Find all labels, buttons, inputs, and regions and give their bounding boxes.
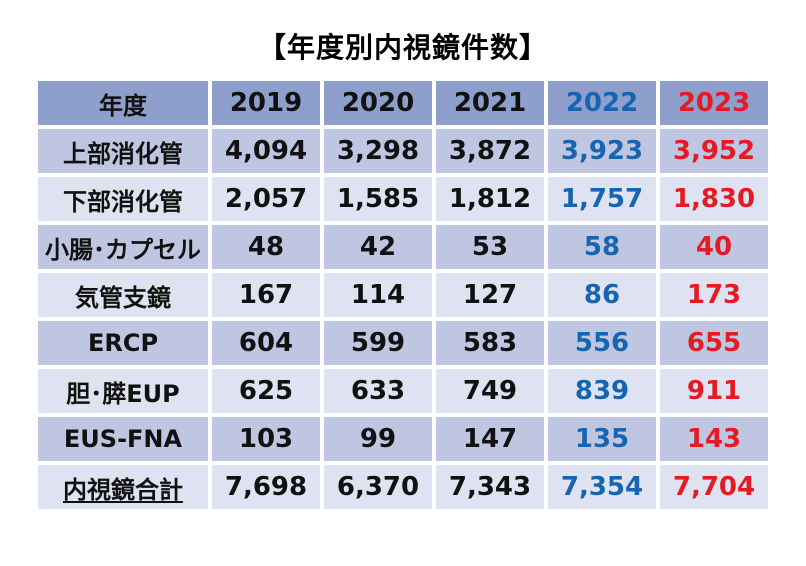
row-label: 胆･膵EUP — [38, 369, 208, 413]
header-2022: 2022 — [548, 81, 656, 125]
table-row: 胆･膵EUP 625 633 749 839 911 — [38, 369, 768, 413]
table-row: EUS-FNA 103 99 147 135 143 — [38, 417, 768, 461]
cell-2021: 583 — [436, 321, 544, 365]
row-label: 気管支鏡 — [38, 273, 208, 317]
cell-2022: 556 — [548, 321, 656, 365]
row-label: 上部消化管 — [38, 129, 208, 173]
cell-2022: 1,757 — [548, 177, 656, 221]
row-label: 小腸･カプセル — [38, 225, 208, 269]
cell-2021: 1,812 — [436, 177, 544, 221]
cell-2019: 2,057 — [212, 177, 320, 221]
cell-2020: 599 — [324, 321, 432, 365]
cell-2020: 3,298 — [324, 129, 432, 173]
cell-2019: 625 — [212, 369, 320, 413]
table-row: 小腸･カプセル 48 42 53 58 40 — [38, 225, 768, 269]
page-title: 【年度別内視鏡件数】 — [257, 31, 548, 64]
cell-2023: 173 — [660, 273, 768, 317]
row-label: EUS-FNA — [38, 417, 208, 461]
cell-2023: 3,952 — [660, 129, 768, 173]
cell-2022: 7,354 — [548, 465, 656, 509]
row-label-total: 内視鏡合計 — [38, 465, 208, 509]
cell-2022: 839 — [548, 369, 656, 413]
cell-2019: 167 — [212, 273, 320, 317]
cell-2020: 42 — [324, 225, 432, 269]
table-row: 上部消化管 4,094 3,298 3,872 3,923 3,952 — [38, 129, 768, 173]
cell-2023: 40 — [660, 225, 768, 269]
cell-2019: 48 — [212, 225, 320, 269]
endoscopy-count-table: 年度 2019 2020 2021 2022 2023 上部消化管 4,094 … — [34, 77, 772, 513]
cell-2021: 127 — [436, 273, 544, 317]
cell-2021: 7,343 — [436, 465, 544, 509]
table-header-row: 年度 2019 2020 2021 2022 2023 — [38, 81, 768, 125]
cell-2020: 6,370 — [324, 465, 432, 509]
cell-2021: 749 — [436, 369, 544, 413]
cell-2019: 103 — [212, 417, 320, 461]
row-label: 下部消化管 — [38, 177, 208, 221]
table-row: 気管支鏡 167 114 127 86 173 — [38, 273, 768, 317]
cell-2019: 604 — [212, 321, 320, 365]
cell-2020: 1,585 — [324, 177, 432, 221]
cell-2023: 143 — [660, 417, 768, 461]
cell-2023: 7,704 — [660, 465, 768, 509]
cell-2020: 99 — [324, 417, 432, 461]
header-2019: 2019 — [212, 81, 320, 125]
cell-2021: 3,872 — [436, 129, 544, 173]
cell-2023: 1,830 — [660, 177, 768, 221]
cell-2021: 147 — [436, 417, 544, 461]
cell-2022: 86 — [548, 273, 656, 317]
cell-2023: 911 — [660, 369, 768, 413]
table-row: ERCP 604 599 583 556 655 — [38, 321, 768, 365]
cell-2022: 58 — [548, 225, 656, 269]
cell-2019: 7,698 — [212, 465, 320, 509]
header-2020: 2020 — [324, 81, 432, 125]
header-2021: 2021 — [436, 81, 544, 125]
cell-2020: 114 — [324, 273, 432, 317]
table-row-total: 内視鏡合計 7,698 6,370 7,343 7,354 7,704 — [38, 465, 768, 509]
header-2023: 2023 — [660, 81, 768, 125]
row-label: ERCP — [38, 321, 208, 365]
cell-2023: 655 — [660, 321, 768, 365]
cell-2022: 3,923 — [548, 129, 656, 173]
cell-2020: 633 — [324, 369, 432, 413]
cell-2022: 135 — [548, 417, 656, 461]
cell-2019: 4,094 — [212, 129, 320, 173]
header-year-label: 年度 — [38, 81, 208, 125]
table-row: 下部消化管 2,057 1,585 1,812 1,757 1,830 — [38, 177, 768, 221]
cell-2021: 53 — [436, 225, 544, 269]
